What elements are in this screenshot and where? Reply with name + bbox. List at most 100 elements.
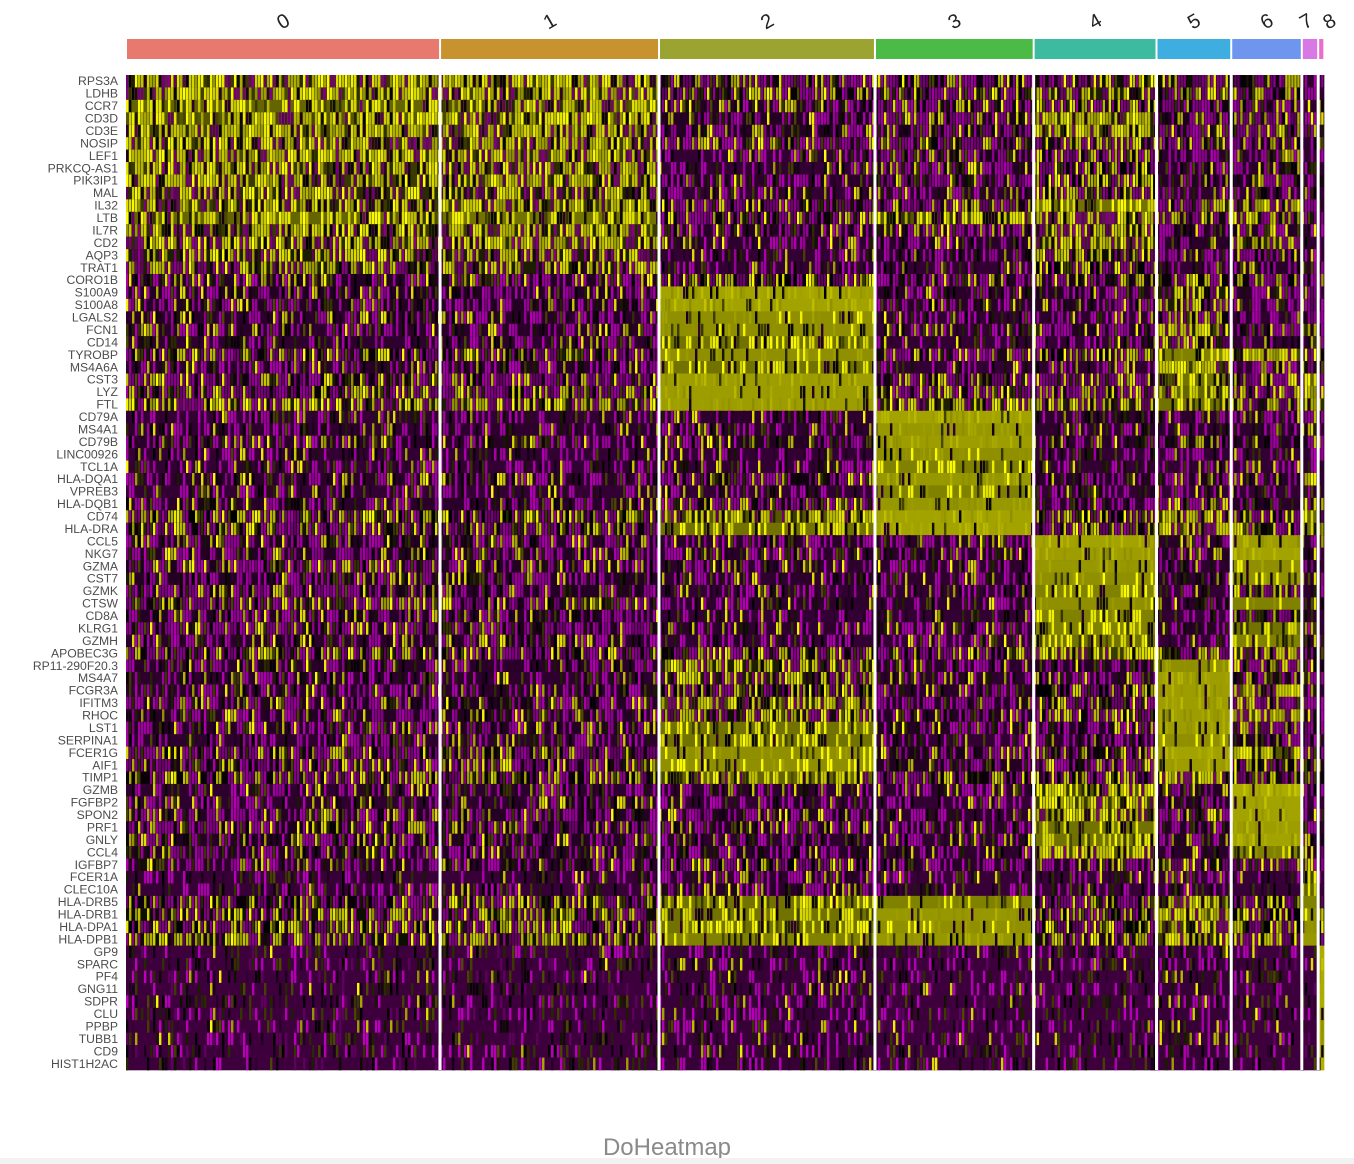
heatmap-cell — [715, 199, 719, 213]
heatmap-cell — [1267, 211, 1270, 225]
heatmap-cell — [560, 211, 563, 225]
heatmap-cell — [584, 149, 587, 163]
heatmap-cell — [712, 124, 716, 138]
heatmap-cell — [201, 236, 204, 250]
heatmap-cell — [303, 186, 306, 200]
heatmap-cell — [1063, 112, 1067, 126]
heatmap-cell — [967, 124, 971, 138]
heatmap-cell — [949, 211, 953, 225]
heatmap-cell — [554, 87, 557, 101]
heatmap-cell — [964, 162, 968, 175]
heatmap-cell — [309, 174, 312, 188]
heatmap-cell — [1099, 236, 1103, 250]
heatmap-cell — [748, 236, 752, 250]
heatmap-cell — [1216, 236, 1219, 250]
heatmap-cell — [177, 87, 180, 101]
heatmap-cell — [1060, 124, 1064, 138]
heatmap-cell — [575, 112, 578, 126]
heatmap-cell — [1279, 162, 1282, 175]
heatmap-cell — [210, 149, 213, 163]
heatmap-cell — [1162, 87, 1165, 101]
heatmap-cell — [455, 236, 458, 250]
heatmap-cell — [426, 149, 429, 163]
heatmap-cell — [611, 149, 614, 163]
heatmap-cell — [691, 174, 695, 188]
heatmap-cell — [470, 75, 473, 88]
heatmap-cell — [527, 224, 530, 237]
heatmap-cell — [901, 186, 905, 200]
heatmap-block — [658, 112, 875, 126]
heatmap-cell — [814, 224, 818, 237]
heatmap-cell — [174, 75, 177, 88]
heatmap-cell — [1051, 224, 1055, 237]
heatmap-cell — [309, 87, 312, 101]
heatmap-cell — [126, 162, 129, 175]
heatmap-cell — [961, 87, 965, 101]
heatmap-cell — [1003, 75, 1007, 88]
heatmap-cell — [333, 236, 336, 250]
heatmap-cell — [1051, 199, 1055, 213]
heatmap-cell — [297, 112, 300, 126]
heatmap-cell — [835, 124, 839, 138]
heatmap-cell — [153, 249, 156, 262]
heatmap-cell — [536, 149, 539, 163]
heatmap-cell — [790, 99, 794, 113]
heatmap-cell — [494, 186, 497, 200]
heatmap-cell — [417, 236, 420, 250]
heatmap-cell — [635, 137, 638, 150]
heatmap-cell — [590, 87, 593, 101]
heatmap-cell — [638, 112, 641, 126]
heatmap-cell — [916, 75, 920, 88]
heatmap-cell — [859, 87, 863, 101]
heatmap-cell — [575, 186, 578, 200]
heatmap-cell — [327, 186, 330, 200]
heatmap-cell — [632, 99, 635, 113]
heatmap-cell — [1132, 174, 1136, 188]
heatmap-cell — [515, 137, 518, 150]
heatmap-cell — [805, 211, 809, 225]
heatmap-cell — [429, 87, 432, 101]
heatmap-cell — [216, 224, 219, 237]
heatmap-cell — [904, 124, 908, 138]
heatmap-cell — [497, 186, 500, 200]
heatmap-cell — [901, 211, 905, 225]
heatmap-cell — [760, 199, 764, 213]
heatmap-cell — [895, 162, 899, 175]
heatmap-cell — [207, 236, 210, 250]
heatmap-cell — [273, 236, 276, 250]
heatmap-cell — [1246, 137, 1249, 150]
heatmap-cell — [572, 199, 575, 213]
heatmap-cell — [1147, 236, 1151, 250]
heatmap-cell — [1183, 236, 1186, 250]
heatmap-cell — [602, 75, 605, 88]
heatmap-cell — [135, 162, 138, 175]
heatmap-cell — [312, 137, 315, 150]
heatmap-cell — [679, 162, 683, 175]
heatmap-cell — [261, 162, 264, 175]
heatmap-cell — [321, 75, 324, 88]
heatmap-cell — [742, 199, 746, 213]
heatmap-cell — [1099, 112, 1103, 126]
heatmap-cell — [670, 199, 674, 213]
heatmap-cell — [578, 87, 581, 101]
heatmap-cell — [186, 99, 189, 113]
heatmap-cell — [721, 112, 725, 126]
heatmap-cell — [339, 99, 342, 113]
heatmap-cell — [910, 224, 914, 237]
heatmap-cell — [994, 162, 998, 175]
heatmap-cell — [204, 174, 207, 188]
heatmap-cell — [685, 87, 689, 101]
heatmap-cell — [581, 224, 584, 237]
heatmap-cell — [213, 75, 216, 88]
heatmap-cell — [366, 199, 369, 213]
heatmap-cell — [432, 87, 435, 101]
heatmap-cell — [605, 75, 608, 88]
heatmap-cell — [1039, 149, 1043, 163]
heatmap-cell — [147, 87, 150, 101]
heatmap-cell — [653, 236, 656, 250]
heatmap-cell — [545, 75, 548, 88]
heatmap-cell — [1282, 224, 1285, 237]
heatmap-cell — [748, 75, 752, 88]
heatmap-cell — [1066, 75, 1070, 88]
heatmap-cell — [372, 199, 375, 213]
